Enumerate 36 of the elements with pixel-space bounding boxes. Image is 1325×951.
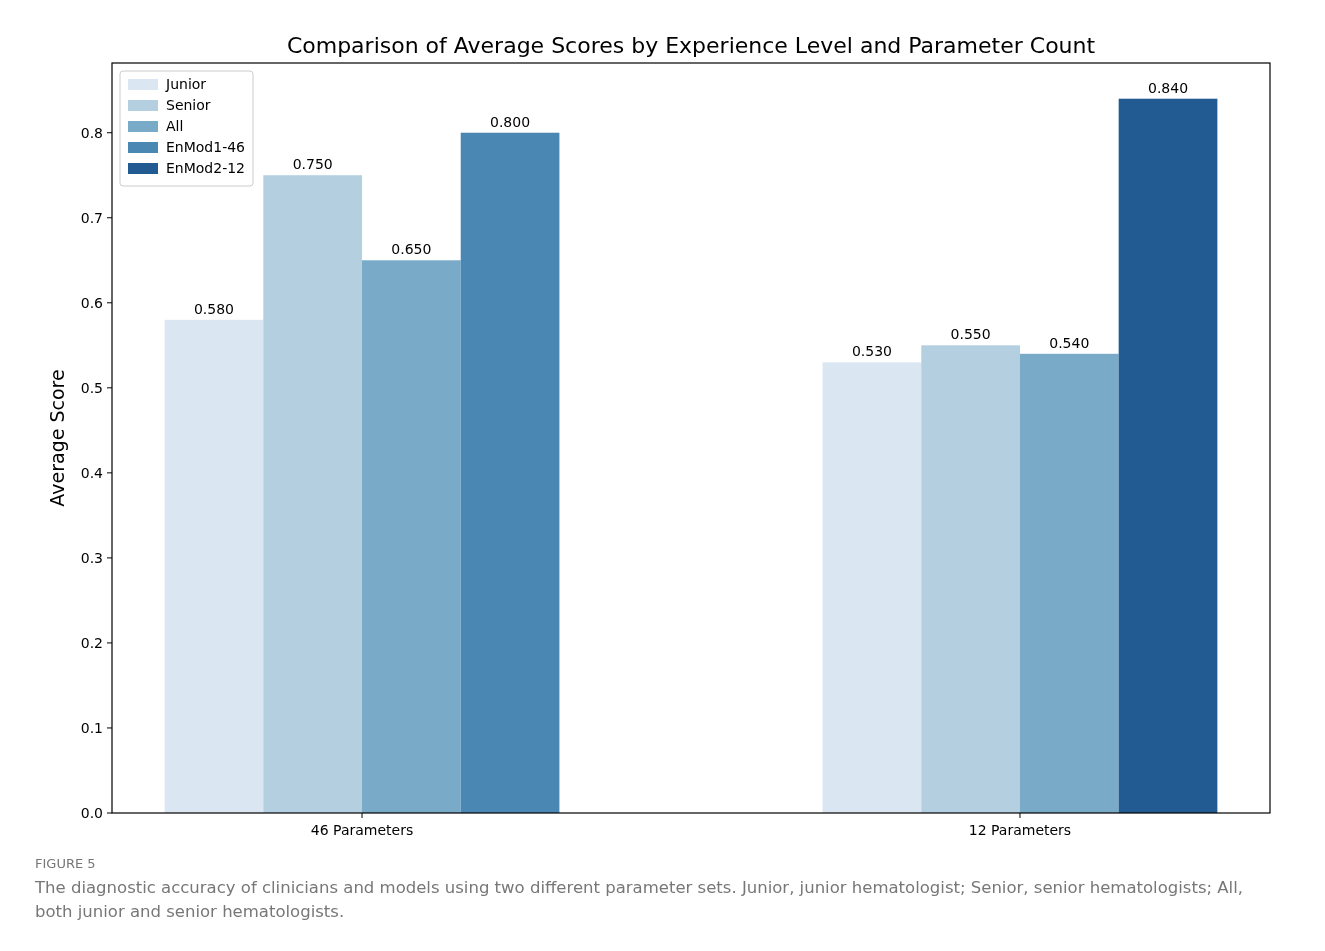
bar (460, 132, 560, 813)
bar (1118, 98, 1218, 813)
legend-label: EnMod2-12 (166, 160, 246, 176)
y-axis-title: Average Score (46, 369, 68, 507)
y-tick-label: 0.2 (80, 634, 103, 651)
caption: FIGURE 5 (35, 856, 96, 871)
bar (263, 175, 363, 813)
x-tick-label: 46 Parameters (310, 822, 414, 838)
y-tick-label: 0.4 (80, 464, 104, 481)
chart-title: Comparison of Average Scores by Experience Level and Parameter Count (286, 33, 1096, 58)
data-label: 0.840 (1147, 79, 1189, 96)
y-tick-label: 0.1 (80, 719, 103, 736)
bar (1019, 353, 1119, 813)
y-tick-label: 0.6 (80, 294, 104, 311)
y-tick-label: 0.7 (80, 209, 103, 226)
legend-label: EnMod1-46 (166, 139, 246, 155)
y-tick-label: 0.0 (80, 805, 103, 821)
data-label: 0.580 (193, 300, 235, 317)
x-tick-label: 12 Parameters (968, 822, 1072, 838)
legend-label: Senior (166, 97, 211, 113)
legend-label: Junior (165, 76, 207, 92)
bar (822, 362, 922, 813)
data-label: 0.530 (851, 343, 892, 360)
data-label: 0.800 (490, 113, 531, 130)
y-tick-label: 0.5 (80, 379, 103, 396)
legend-label: All (166, 118, 184, 134)
y-tick-label: 0.3 (80, 549, 103, 566)
bar (362, 260, 461, 813)
data-label: 0.550 (950, 326, 991, 343)
text: The diagnostic accuracy of clinicians and models using two different parameter sets. Junior, junior hematologist; Senior, senior hematologists; All, both junior and senior hematologists. (34, 878, 1243, 921)
y-tick-label: 0.8 (80, 124, 103, 141)
data-label: 0.650 (391, 241, 432, 258)
bar (164, 319, 264, 813)
data-label: 0.750 (292, 156, 333, 173)
bar (921, 345, 1020, 813)
data-label: 0.540 (1049, 334, 1090, 351)
